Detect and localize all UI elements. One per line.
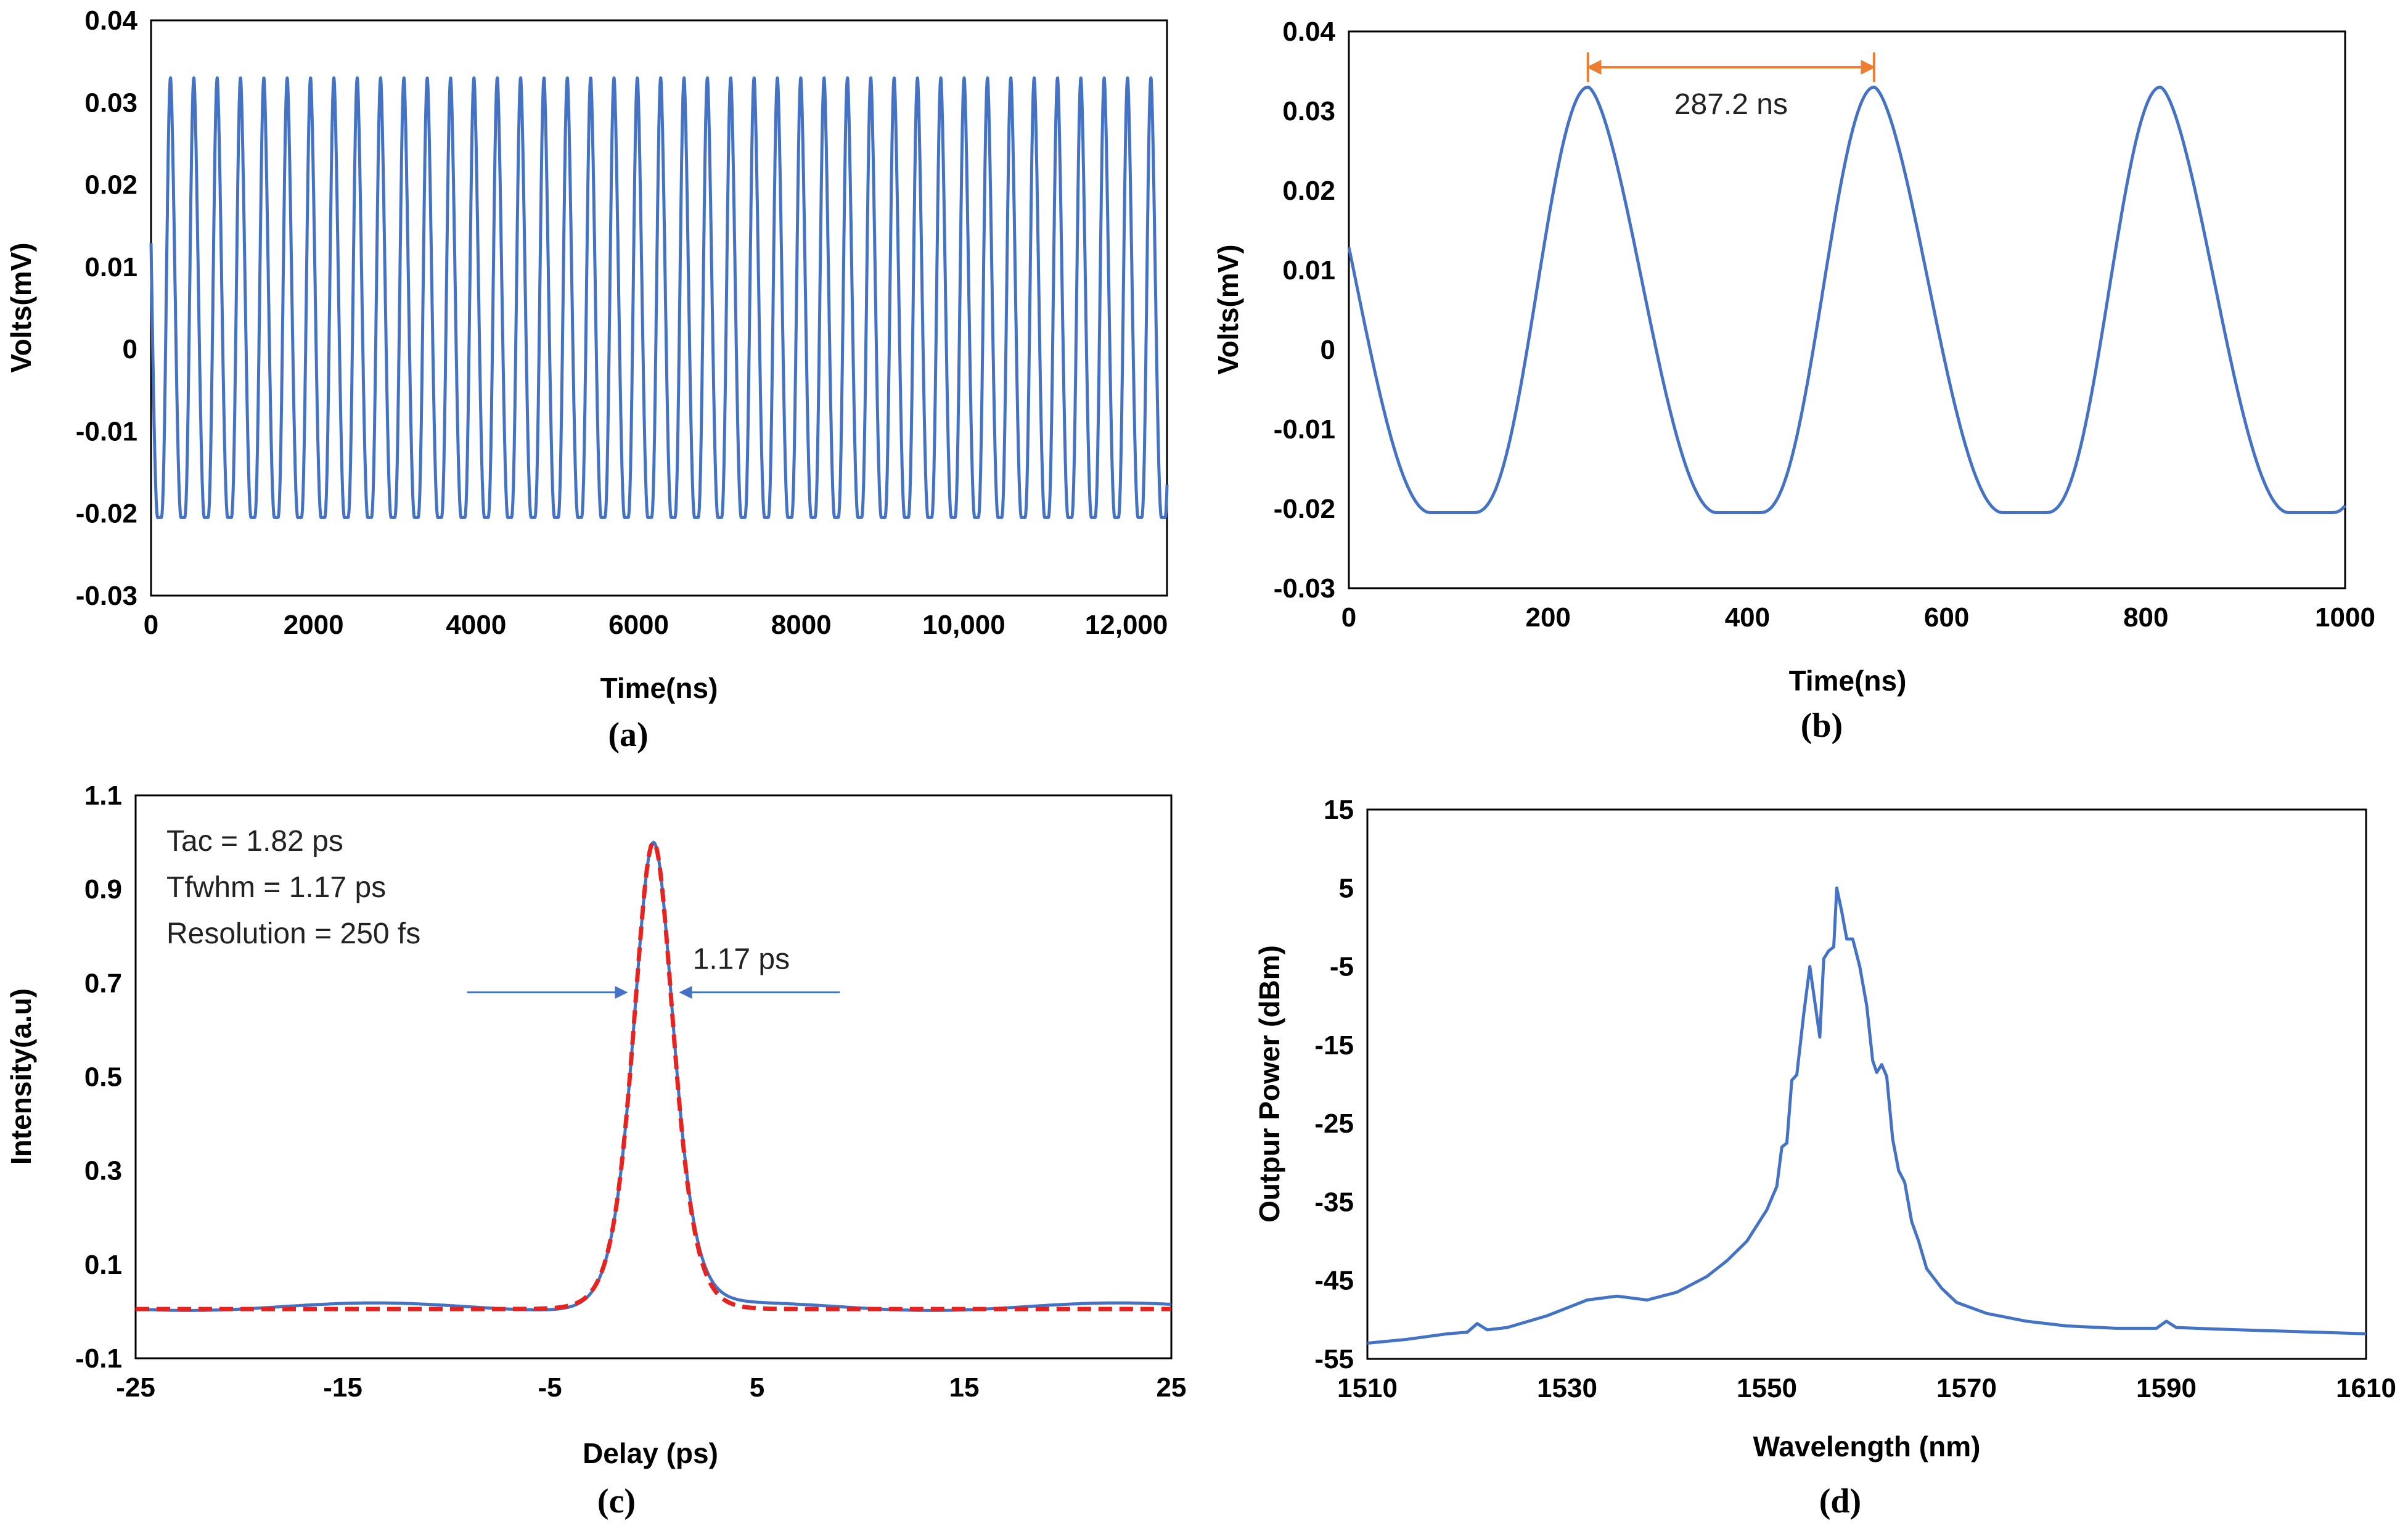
x-tick-label-c: -25 [116, 1372, 155, 1403]
y-tick-label-b: 0.01 [1282, 255, 1335, 285]
period-label: 287.2 ns [1674, 88, 1788, 121]
y-axis-label-d: Outpur Power (dBm) [1253, 945, 1285, 1223]
y-tick-label-b: -0.02 [1274, 494, 1335, 524]
x-tick-label-d: 1530 [1537, 1373, 1597, 1403]
x-tick-label-a: 0 [144, 610, 158, 640]
x-tick-label-a: 12,000 [1085, 610, 1168, 640]
marks-b [1347, 85, 2346, 514]
x-axis-label-c: Delay (ps) [583, 1437, 718, 1469]
x-tick-label-a: 8000 [771, 610, 832, 640]
annotations-b: 287.2 ns [1586, 52, 1876, 121]
x-tick-label-d: 1610 [2336, 1373, 2396, 1403]
y-tick-label-a: -0.03 [76, 581, 137, 611]
x-tick-label-c: -15 [323, 1372, 362, 1403]
caption-c: (c) [597, 1482, 636, 1520]
plot-frame-b [1348, 30, 2346, 589]
y-tick-label-d: -55 [1314, 1344, 1354, 1374]
marks-a [149, 76, 1169, 519]
x-tick-label-d: 1550 [1737, 1373, 1797, 1403]
x-axis-label-b: Time(ns) [1789, 665, 1907, 697]
x-axis-label-d: Wavelength (nm) [1753, 1430, 1981, 1462]
y-tick-label-d: -15 [1314, 1030, 1354, 1060]
y-tick-label-a: -0.01 [76, 416, 137, 446]
y-tick-label-a: 0 [123, 334, 137, 364]
series-line-c-0 [135, 840, 1172, 1312]
ticks-a: 0 2000 4000 6000 8000 10,000 12,000 -0.03 -0.02 -… [76, 6, 1168, 640]
x-tick-label-c: -5 [538, 1372, 562, 1403]
y-tick-label-c: 0.5 [84, 1062, 122, 1093]
y-tick-label-d: 15 [1324, 795, 1354, 825]
y-tick-label-b: 0 [1321, 335, 1335, 365]
panel-b: 0 200 400 600 800 1000 -0.03 -0.02 -0.01 0 0.01 0.0… [1212, 17, 2375, 745]
x-tick-label-a: 6000 [608, 610, 669, 640]
ticks-c: -25 -15 -5 5 15 25 -0.1 0.1 0.3 0.5 0.7 0.9 1.1 [75, 781, 1186, 1403]
plot-frame-d [1366, 808, 2367, 1360]
y-tick-label-d: -45 [1314, 1266, 1354, 1296]
y-tick-label-d: 5 [1339, 873, 1354, 903]
x-tick-label-c: 15 [949, 1372, 980, 1403]
plot-frame-c [134, 794, 1173, 1360]
y-tick-label-b: 0.03 [1282, 96, 1335, 126]
y-tick-label-b: -0.03 [1274, 573, 1335, 604]
info-line: Resolution = 250 fs [166, 917, 420, 950]
y-tick-label-c: 0.1 [84, 1250, 122, 1280]
x-tick-label-b: 0 [1341, 602, 1356, 633]
y-tick-label-c: 0.7 [84, 968, 122, 998]
ticks-b: 0 200 400 600 800 1000 -0.03 -0.02 -0.01 0 0.01 0.0… [1274, 17, 2375, 633]
x-tick-label-c: 25 [1157, 1372, 1187, 1403]
info-line: Tac = 1.82 ps [166, 825, 343, 858]
y-tick-label-b: 0.04 [1282, 17, 1335, 47]
y-tick-label-d: -35 [1314, 1187, 1354, 1217]
panel-d: 1510 1530 1550 1570 1590 1610-55-45-35-25-15-… [1253, 795, 2396, 1520]
marks-d [1367, 886, 2367, 1345]
x-tick-label-c: 5 [750, 1372, 764, 1403]
series-line-d-0 [1367, 886, 2367, 1345]
caption-a: (a) [608, 716, 648, 754]
x-tick-label-d: 1510 [1337, 1373, 1398, 1403]
y-tick-label-a: 0.04 [84, 6, 137, 36]
width-label: 1.17 ps [693, 943, 790, 976]
panel-c: -25 -15 -5 5 15 25 -0.1 0.1 0.3 0.5 0.7 0.9 1.1 Tac … [5, 781, 1186, 1520]
x-tick-label-a: 2000 [284, 610, 344, 640]
y-tick-label-c: 0.3 [84, 1156, 122, 1186]
x-tick-label-a: 4000 [446, 610, 506, 640]
annotations-c: Tac = 1.82 ps Tfwhm = 1.17 ps Resolution =… [166, 825, 840, 999]
y-axis-label-b: Volts(mV) [1212, 244, 1244, 374]
y-axis-label-c: Intensity(a.u) [5, 988, 37, 1165]
x-tick-label-b: 200 [1525, 602, 1570, 633]
x-tick-label-b: 1000 [2315, 602, 2375, 633]
x-tick-label-b: 400 [1725, 602, 1770, 633]
y-tick-label-a: 0.03 [84, 88, 137, 118]
y-tick-label-c: 0.9 [84, 874, 122, 904]
y-tick-label-b: 0.02 [1282, 176, 1335, 206]
x-tick-label-b: 600 [1924, 602, 1969, 633]
caption-d: (d) [1819, 1482, 1861, 1520]
y-tick-label-d: -25 [1314, 1109, 1354, 1139]
marks-c [135, 839, 1172, 1312]
y-axis-label-a: Volts(mV) [5, 242, 37, 372]
x-tick-label-a: 10,000 [922, 610, 1005, 640]
series-line-a-0 [149, 76, 1169, 519]
series-line-b-0 [1347, 85, 2346, 514]
x-tick-label-d: 1570 [1936, 1373, 1997, 1403]
y-tick-label-c: -0.1 [75, 1343, 122, 1374]
series-line-c-1 [136, 839, 1171, 1311]
panel-a: 0 2000 4000 6000 8000 10,000 12,000 -0.03 -0.02 -… [5, 6, 1169, 754]
x-tick-label-d: 1590 [2136, 1373, 2197, 1403]
y-tick-label-b: -0.01 [1274, 414, 1335, 445]
y-tick-label-c: 1.1 [84, 781, 122, 811]
y-tick-label-a: 0.01 [84, 252, 137, 282]
x-axis-label-a: Time(ns) [600, 672, 718, 704]
caption-b: (b) [1801, 707, 1843, 745]
x-tick-label-b: 800 [2123, 602, 2168, 633]
info-line: Tfwhm = 1.17 ps [166, 871, 386, 904]
ticks-d: 1510 1530 1550 1570 1590 1610-55-45-35-25-15-… [1314, 795, 2396, 1403]
y-tick-label-a: -0.02 [76, 499, 137, 529]
y-tick-label-d: -5 [1330, 952, 1354, 982]
y-tick-label-a: 0.02 [84, 170, 137, 200]
